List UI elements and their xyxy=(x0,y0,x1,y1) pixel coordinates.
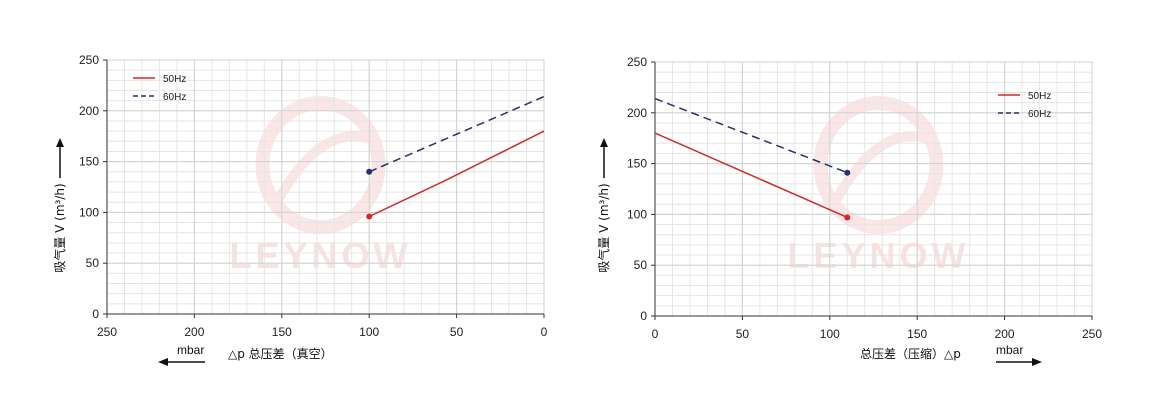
x-tick-label: 250 xyxy=(97,325,117,339)
vacuum-chart: LEYNOW 0 50 100 150 200 250 250 200 150 100 50 0 吸气量 … xyxy=(52,53,548,366)
compression-chart: LEYNOW 0 50 100 150 200 250 0 50 100 150 200 250 吸气量 … xyxy=(596,55,1102,366)
legend-label-60Hz: 60Hz xyxy=(163,92,186,103)
watermark-swoosh xyxy=(271,131,378,208)
y-tick-label: 50 xyxy=(86,256,100,270)
series-endpoint-60Hz xyxy=(366,168,373,175)
watermark-text: LEYNOW xyxy=(230,235,412,276)
y-tick-label: 200 xyxy=(79,104,99,118)
x-tick-label: 100 xyxy=(359,325,379,339)
x-tick-label: 100 xyxy=(820,327,840,341)
y-tick-label: 0 xyxy=(92,307,99,321)
x-axis-arrow-head xyxy=(158,358,168,366)
y-tick-label: 200 xyxy=(627,106,647,120)
x-tick-label: 150 xyxy=(907,327,927,341)
watermark-swoosh xyxy=(829,131,936,208)
watermark-logo: LEYNOW xyxy=(788,96,966,276)
y-axis-label: 吸气量 V (m³/h) xyxy=(596,183,611,272)
x-tick-label: 250 xyxy=(1082,327,1102,341)
x-axis-label: 总压差（压缩）△p xyxy=(860,346,961,361)
y-axis-arrow-head xyxy=(600,138,608,147)
x-axis-arrow-head xyxy=(1032,358,1042,366)
x-axis-unit: mbar xyxy=(177,343,204,357)
y-tick-label: 150 xyxy=(79,155,99,169)
series-line-50Hz xyxy=(654,132,848,219)
x-tick-label: 0 xyxy=(541,325,548,339)
x-axis-unit: mbar xyxy=(996,343,1023,357)
x-axis-label: △p 总压差（真空） xyxy=(228,347,333,361)
x-tick-label: 0 xyxy=(652,327,659,341)
y-tick-label: 50 xyxy=(634,258,648,272)
y-axis-label: 吸气量 V (m³/h) xyxy=(52,183,67,272)
legend-label-60Hz: 60Hz xyxy=(1028,109,1051,120)
x-tick-label: 50 xyxy=(736,327,750,341)
series-endpoint-50Hz xyxy=(844,214,851,221)
x-tick-label: 50 xyxy=(450,325,464,339)
watermark-logo: LEYNOW xyxy=(230,96,412,276)
y-tick-label: 150 xyxy=(627,157,647,171)
watermark-ring xyxy=(255,96,386,234)
series-endpoint-50Hz xyxy=(366,213,373,220)
watermark-ring xyxy=(813,96,944,234)
y-axis-arrow-head xyxy=(56,138,64,147)
series-line-60Hz xyxy=(368,95,545,173)
x-tick-label: 200 xyxy=(995,327,1015,341)
y-tick-label: 100 xyxy=(627,207,647,221)
series-endpoint-60Hz xyxy=(844,169,851,176)
series-line-60Hz xyxy=(654,97,848,174)
y-tick-label: 250 xyxy=(79,53,99,67)
legend-label-50Hz: 50Hz xyxy=(1028,91,1051,102)
x-tick-label: 150 xyxy=(272,325,292,339)
x-tick-label: 200 xyxy=(184,325,204,339)
y-tick-label: 250 xyxy=(627,55,647,69)
legend-label-50Hz: 50Hz xyxy=(163,74,186,85)
y-tick-label: 100 xyxy=(79,205,99,219)
series-line-50Hz xyxy=(368,130,545,218)
y-tick-label: 0 xyxy=(640,309,647,323)
